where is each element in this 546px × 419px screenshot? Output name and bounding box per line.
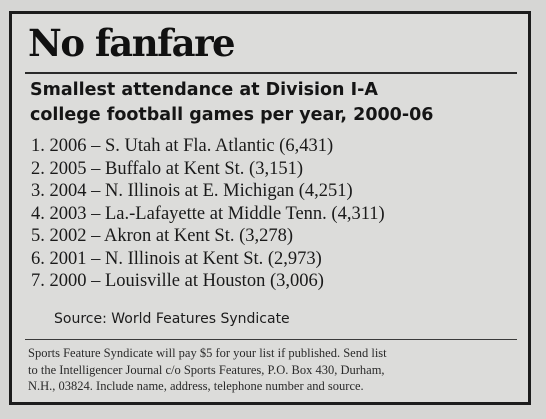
headline-rule (25, 72, 517, 74)
list-item: 6. 2001 – N. Illinois at Kent St. (2,973… (31, 248, 322, 269)
notice-line-2: to the Intelligencer Journal c/o Sports … (28, 362, 385, 377)
list-item: 2. 2005 – Buffalo at Kent St. (3,151) (31, 158, 303, 179)
footer-divider (25, 339, 517, 340)
notice-line-3: N.H., 03824. Include name, address, tele… (28, 379, 364, 393)
attendance-list: 1. 2006 – S. Utah at Fla. Atlantic (6,43… (31, 135, 385, 293)
list-item: 1. 2006 – S. Utah at Fla. Atlantic (6,43… (31, 136, 334, 156)
subtitle-line-2: college football games per year, 2000-06 (30, 105, 434, 125)
notice-line-1: Sports Feature Syndicate will pay $5 for… (28, 346, 387, 360)
list-item: 3. 2004 – N. Illinois at E. Michigan (4,… (31, 181, 353, 201)
sidebar-box: No fanfare Smallest attendance at Divisi… (9, 11, 531, 405)
subtitle: Smallest attendance at Division I-A coll… (30, 78, 518, 128)
list-item: 7. 2000 – Louisville at Houston (3,006) (31, 271, 324, 291)
list-item: 4. 2003 – La.-Lafayette at Middle Tenn. … (31, 203, 385, 224)
headline: No fanfare (28, 21, 236, 65)
submission-notice: Sports Feature Syndicate will pay $5 for… (28, 345, 520, 395)
subtitle-line-1: Smallest attendance at Division I-A (30, 80, 378, 100)
source-credit: Source: World Features Syndicate (54, 311, 290, 327)
list-item: 5. 2002 – Akron at Kent St. (3,278) (31, 226, 294, 246)
